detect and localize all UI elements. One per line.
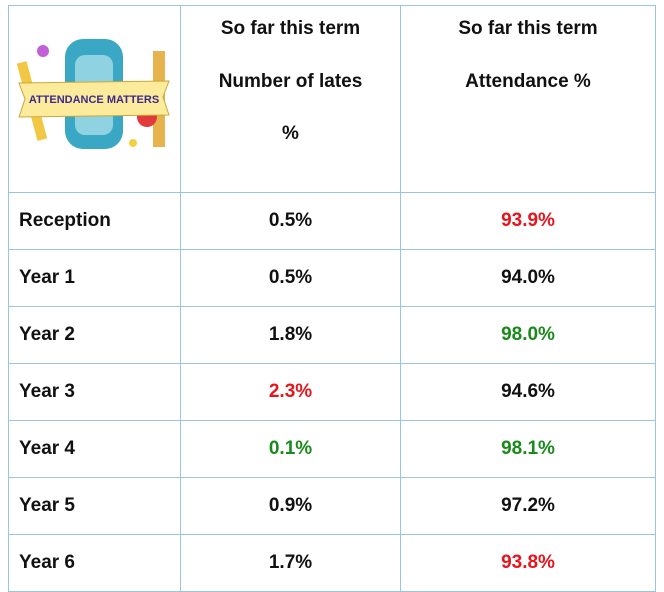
logo-text: ATTENDANCE MATTERS bbox=[29, 94, 159, 106]
attendance-cell: 94.6% bbox=[401, 364, 656, 421]
attendance-cell: 93.8% bbox=[401, 535, 656, 592]
attendance-table: ATTENDANCE MATTERS So far this term Numb… bbox=[8, 5, 656, 592]
header-line: So far this term bbox=[191, 6, 390, 52]
attendance-cell: 94.0% bbox=[401, 250, 656, 307]
attendance-header: So far this term Attendance % bbox=[401, 6, 656, 193]
header-line: Number of lates bbox=[191, 52, 390, 112]
lates-cell: 1.7% bbox=[181, 535, 401, 592]
row-label: Reception bbox=[9, 193, 181, 250]
row-label: Year 3 bbox=[9, 364, 181, 421]
attendance-cell: 98.0% bbox=[401, 307, 656, 364]
row-label: Year 5 bbox=[9, 478, 181, 535]
lates-cell: 0.1% bbox=[181, 421, 401, 478]
row-label: Year 4 bbox=[9, 421, 181, 478]
logo-cell: ATTENDANCE MATTERS bbox=[9, 6, 181, 193]
lates-cell: 2.3% bbox=[181, 364, 401, 421]
lates-cell: 0.5% bbox=[181, 250, 401, 307]
attendance-cell: 98.1% bbox=[401, 421, 656, 478]
row-label: Year 1 bbox=[9, 250, 181, 307]
header-line: So far this term bbox=[411, 6, 645, 52]
logo: ATTENDANCE MATTERS bbox=[13, 31, 175, 161]
row-label: Year 6 bbox=[9, 535, 181, 592]
lates-cell: 0.5% bbox=[181, 193, 401, 250]
header-line: Attendance % bbox=[411, 52, 645, 112]
row-label: Year 2 bbox=[9, 307, 181, 364]
lates-cell: 0.9% bbox=[181, 478, 401, 535]
lates-cell: 1.8% bbox=[181, 307, 401, 364]
attendance-cell: 97.2% bbox=[401, 478, 656, 535]
attendance-cell: 93.9% bbox=[401, 193, 656, 250]
header-line: % bbox=[191, 112, 390, 156]
page: ATTENDANCE MATTERS So far this term Numb… bbox=[0, 0, 664, 578]
header-row: ATTENDANCE MATTERS So far this term Numb… bbox=[9, 6, 656, 193]
lates-header: So far this term Number of lates % bbox=[181, 6, 401, 193]
